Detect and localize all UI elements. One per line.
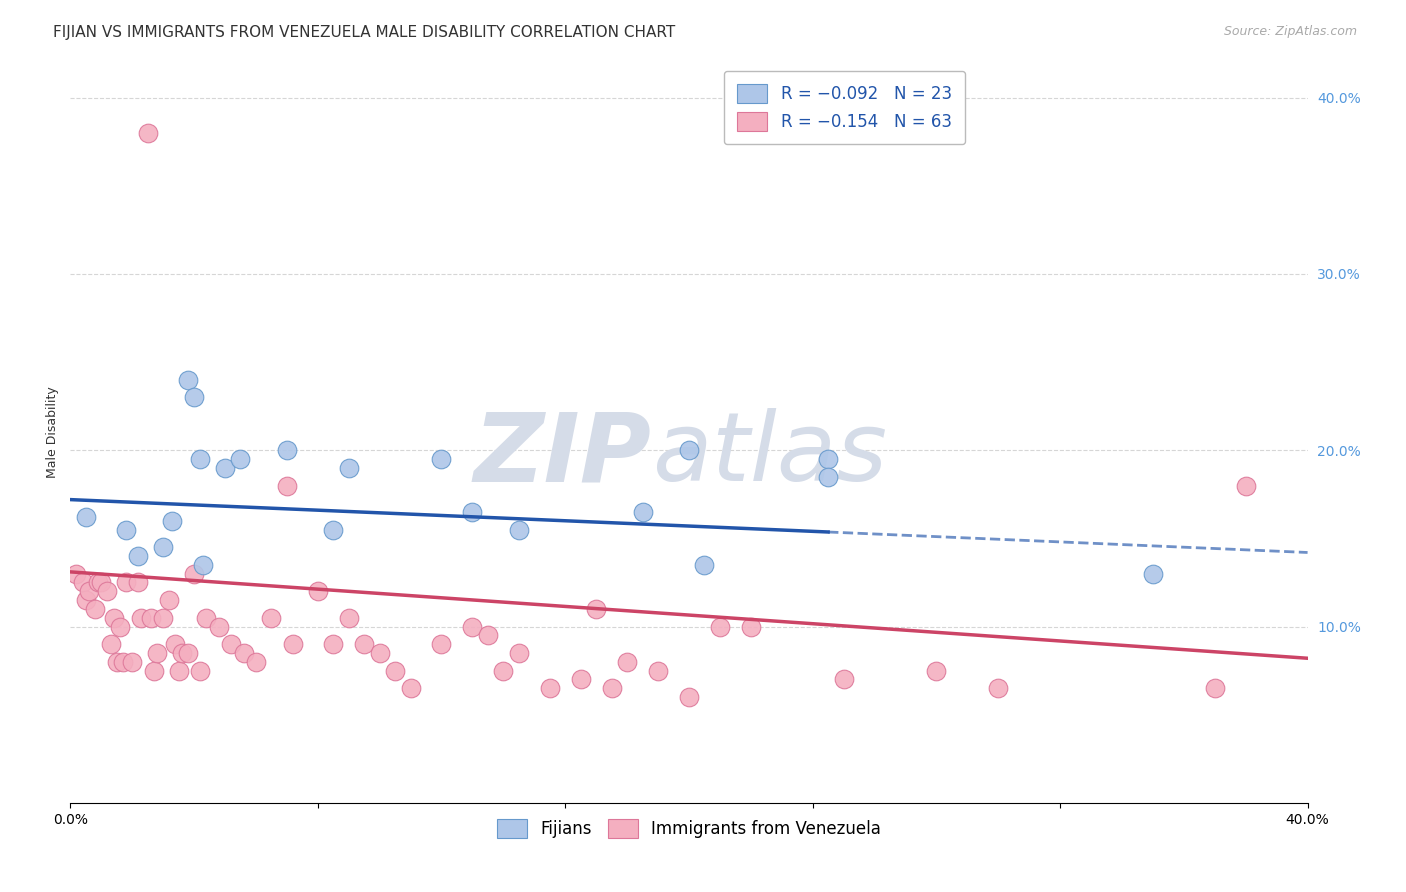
Point — [115, 523, 138, 537]
Point — [108, 619, 131, 633]
Point — [538, 681, 561, 696]
Point — [477, 628, 499, 642]
Point — [260, 610, 283, 624]
Point — [127, 549, 149, 563]
Point — [709, 619, 731, 633]
Point — [146, 646, 169, 660]
Point — [987, 681, 1010, 696]
Y-axis label: Male Disability: Male Disability — [46, 387, 59, 478]
Point — [585, 602, 607, 616]
Point — [65, 566, 87, 581]
Point — [322, 637, 344, 651]
Point — [170, 646, 193, 660]
Point — [96, 584, 118, 599]
Point — [1142, 566, 1164, 581]
Point — [276, 478, 298, 492]
Point — [157, 593, 180, 607]
Point — [75, 510, 97, 524]
Point — [208, 619, 231, 633]
Point — [177, 646, 200, 660]
Point — [183, 566, 205, 581]
Point — [75, 593, 97, 607]
Point — [183, 390, 205, 404]
Point — [87, 575, 110, 590]
Point — [368, 646, 391, 660]
Point — [127, 575, 149, 590]
Point — [115, 575, 138, 590]
Point — [105, 655, 128, 669]
Point — [678, 443, 700, 458]
Point — [90, 575, 112, 590]
Point — [219, 637, 242, 651]
Point — [245, 655, 267, 669]
Point — [307, 584, 329, 599]
Point — [508, 523, 530, 537]
Point — [152, 610, 174, 624]
Point — [647, 664, 669, 678]
Point — [152, 540, 174, 554]
Point — [631, 505, 654, 519]
Point — [430, 452, 453, 467]
Point — [276, 443, 298, 458]
Point — [111, 655, 134, 669]
Text: FIJIAN VS IMMIGRANTS FROM VENEZUELA MALE DISABILITY CORRELATION CHART: FIJIAN VS IMMIGRANTS FROM VENEZUELA MALE… — [53, 25, 676, 40]
Point — [100, 637, 122, 651]
Point — [740, 619, 762, 633]
Point — [139, 610, 162, 624]
Point — [131, 610, 153, 624]
Point — [600, 681, 623, 696]
Point — [492, 664, 515, 678]
Point — [1234, 478, 1257, 492]
Point — [188, 664, 211, 678]
Point — [1204, 681, 1226, 696]
Point — [569, 673, 592, 687]
Point — [281, 637, 304, 651]
Point — [214, 461, 236, 475]
Point — [678, 690, 700, 704]
Point — [337, 461, 360, 475]
Point — [162, 514, 184, 528]
Point — [229, 452, 252, 467]
Point — [121, 655, 143, 669]
Point — [925, 664, 948, 678]
Point — [353, 637, 375, 651]
Point — [195, 610, 218, 624]
Point — [461, 619, 484, 633]
Legend: Fijians, Immigrants from Venezuela: Fijians, Immigrants from Venezuela — [485, 807, 893, 850]
Point — [322, 523, 344, 537]
Point — [232, 646, 254, 660]
Point — [103, 610, 125, 624]
Point — [384, 664, 406, 678]
Point — [832, 673, 855, 687]
Point — [337, 610, 360, 624]
Point — [399, 681, 422, 696]
Point — [77, 584, 100, 599]
Point — [193, 558, 215, 572]
Point — [165, 637, 187, 651]
Point — [430, 637, 453, 651]
Point — [167, 664, 190, 678]
Point — [817, 469, 839, 483]
Text: ZIP: ZIP — [474, 409, 652, 501]
Point — [693, 558, 716, 572]
Point — [142, 664, 165, 678]
Text: Source: ZipAtlas.com: Source: ZipAtlas.com — [1223, 25, 1357, 38]
Point — [616, 655, 638, 669]
Text: atlas: atlas — [652, 409, 887, 501]
Point — [177, 373, 200, 387]
Point — [461, 505, 484, 519]
Point — [188, 452, 211, 467]
Point — [84, 602, 107, 616]
Point — [508, 646, 530, 660]
Point — [136, 126, 159, 140]
Point — [817, 452, 839, 467]
Point — [72, 575, 94, 590]
